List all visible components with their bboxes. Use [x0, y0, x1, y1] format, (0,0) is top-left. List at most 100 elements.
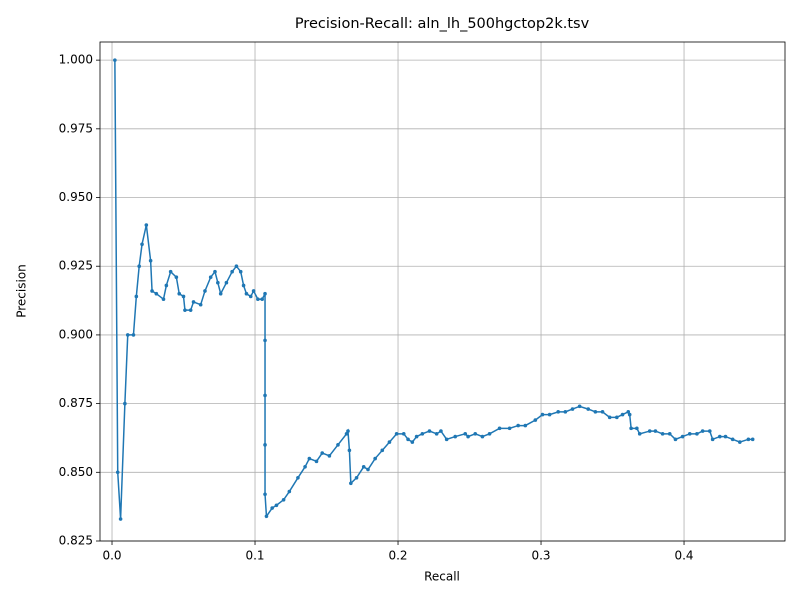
point — [344, 432, 349, 436]
point — [673, 437, 678, 442]
y-tick-label: 0.900 — [59, 327, 93, 341]
point — [327, 454, 332, 458]
point — [487, 432, 492, 436]
y-tick-label: 0.875 — [59, 396, 93, 410]
point — [191, 300, 196, 304]
point — [113, 58, 117, 62]
point — [700, 429, 705, 433]
point — [600, 410, 605, 414]
point — [336, 443, 340, 447]
point — [118, 517, 123, 521]
point — [629, 426, 633, 431]
point — [320, 451, 325, 455]
point — [635, 426, 639, 431]
point — [361, 465, 366, 469]
point — [394, 432, 399, 436]
point — [303, 465, 307, 469]
point — [307, 456, 312, 461]
point — [556, 410, 560, 414]
point — [260, 297, 264, 301]
point — [427, 429, 432, 433]
point — [738, 440, 742, 444]
x-tick-label: 0.2 — [388, 549, 407, 563]
point — [181, 294, 186, 299]
point — [593, 410, 598, 414]
point — [687, 432, 692, 436]
point — [667, 432, 672, 436]
point — [473, 432, 478, 436]
point — [480, 434, 485, 439]
y-tick-label: 0.925 — [59, 259, 93, 273]
point — [287, 489, 292, 494]
chart-title: Precision-Recall: aln_lh_500hgctop2k.tsv — [295, 16, 590, 32]
point — [434, 432, 439, 436]
y-tick-label: 0.950 — [59, 190, 93, 204]
point — [533, 418, 538, 422]
x-tick-label: 0.3 — [531, 549, 550, 563]
point — [150, 289, 154, 293]
point — [125, 333, 130, 337]
point — [248, 294, 253, 299]
point — [134, 294, 139, 299]
point — [750, 437, 755, 442]
point — [203, 289, 207, 293]
y-tick-label: 1.000 — [59, 53, 93, 67]
point — [586, 407, 591, 411]
point — [540, 412, 545, 417]
point — [523, 423, 528, 428]
point — [213, 269, 217, 274]
point — [607, 415, 612, 420]
point — [563, 410, 568, 414]
x-axis-label: Recall — [424, 570, 460, 584]
point — [137, 264, 141, 269]
point — [680, 434, 685, 439]
point — [373, 456, 377, 461]
point — [547, 412, 552, 417]
point — [183, 308, 187, 312]
point — [444, 437, 449, 442]
point — [174, 275, 179, 280]
point — [198, 302, 203, 307]
point — [234, 264, 239, 269]
point — [637, 432, 642, 436]
point — [406, 437, 410, 442]
point — [296, 476, 300, 480]
point — [274, 503, 279, 508]
point — [314, 459, 319, 464]
point — [414, 434, 419, 439]
point — [123, 401, 127, 406]
y-axis-label: Precision — [15, 264, 29, 318]
point — [615, 415, 619, 420]
point — [131, 333, 136, 337]
point — [161, 297, 166, 301]
point — [516, 423, 520, 428]
point — [263, 443, 267, 447]
point — [115, 470, 120, 475]
point — [695, 432, 699, 436]
x-tick-label: 0.1 — [245, 549, 264, 563]
point — [723, 434, 728, 439]
point — [230, 269, 234, 274]
point — [463, 432, 468, 436]
point — [366, 467, 370, 472]
point — [347, 448, 352, 453]
point — [216, 280, 220, 285]
point — [420, 432, 425, 436]
plot-frame — [99, 41, 786, 542]
point — [263, 291, 267, 296]
point — [626, 410, 631, 414]
x-tick-label: 0.0 — [102, 549, 121, 563]
point — [208, 275, 213, 280]
point — [281, 497, 286, 502]
point — [730, 437, 735, 442]
point — [707, 429, 712, 433]
point — [263, 492, 267, 497]
point — [218, 291, 223, 296]
point — [270, 506, 274, 510]
y-tick-label: 0.975 — [59, 121, 93, 135]
point — [380, 448, 385, 453]
point — [188, 308, 193, 312]
point — [140, 242, 144, 247]
point — [154, 291, 159, 296]
